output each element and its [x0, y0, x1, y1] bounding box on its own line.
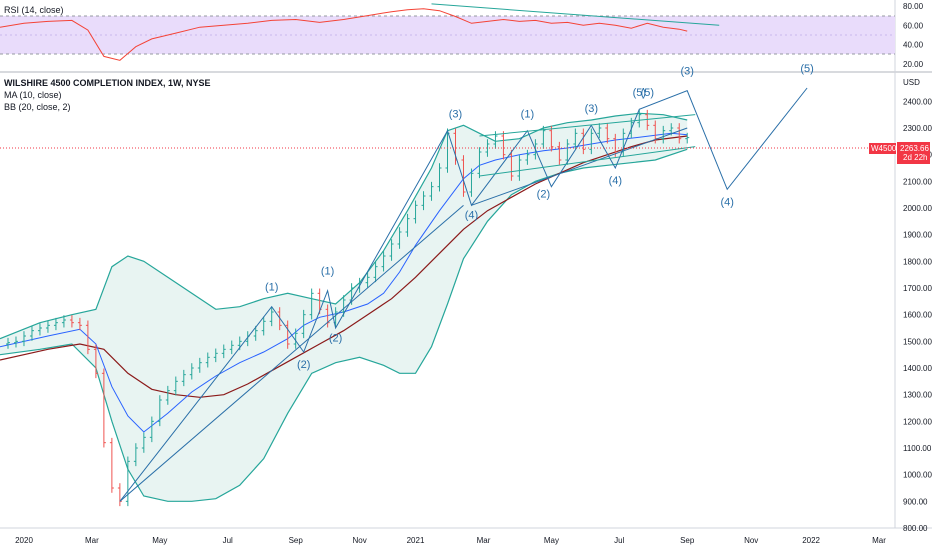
time-tick-label: Nov: [744, 536, 758, 545]
bar-countdown: 2d 22h: [903, 153, 927, 162]
price-tick-label: 1500.00: [903, 337, 932, 346]
price-tick-label: 800.00: [903, 524, 928, 533]
wave-label: (3): [449, 108, 462, 120]
rsi-line: [0, 8, 688, 61]
wave-label: (5): [633, 87, 646, 99]
rsi-tick-label: 40.00: [903, 41, 924, 50]
time-tick-label: May: [544, 536, 559, 545]
time-tick-label: 2022: [802, 536, 820, 545]
rsi-tick-label: 20.00: [903, 60, 924, 69]
price-tick-label: 1400.00: [903, 364, 932, 373]
wave-label: (5): [641, 87, 654, 99]
rsi-legend: RSI (14, close): [4, 5, 64, 15]
wave-label: (2): [537, 188, 550, 200]
symbol-tag-text: W4500: [871, 144, 897, 153]
bb-legend: BB (20, close, 2): [4, 102, 71, 112]
ma-slow-line: [0, 135, 688, 398]
triangle-lower: [479, 146, 696, 177]
price-tick-label: 1100.00: [903, 444, 932, 453]
price-tick-label: 900.00: [903, 497, 928, 506]
chart-title: WILSHIRE 4500 COMPLETION INDEX, 1W, NYSE: [4, 78, 211, 88]
wave-label: (4): [465, 210, 478, 222]
rsi-tick-label: 60.00: [903, 21, 924, 30]
wave-channel: [119, 204, 464, 502]
wave-label: (4): [609, 175, 622, 187]
price-tick-label: 1700.00: [903, 284, 932, 293]
price-tick-label: 1200.00: [903, 417, 932, 426]
time-tick-label: Nov: [352, 536, 366, 545]
time-tick-label: Mar: [872, 536, 886, 545]
symbol-tag: [869, 143, 896, 154]
time-tick-label: Jul: [614, 536, 624, 545]
price-tick-label: 2400.00: [903, 97, 932, 106]
wave-path: [119, 87, 808, 502]
wave-label: (3): [585, 103, 598, 115]
time-tick-label: Sep: [289, 536, 304, 545]
rsi-tick-label: 80.00: [903, 2, 924, 11]
price-tick-label: 1900.00: [903, 231, 932, 240]
time-tick-label: May: [152, 536, 167, 545]
time-tick-label: Sep: [680, 536, 695, 545]
wave-label: (3): [680, 66, 693, 78]
price-tick-label: 1600.00: [903, 311, 932, 320]
time-tick-label: Mar: [477, 536, 491, 545]
time-tick-label: 2020: [15, 536, 33, 545]
wave-label: (1): [321, 266, 334, 278]
wave-label: (1): [265, 282, 278, 294]
wave-label: (1): [521, 108, 534, 120]
price-tick-label: 1000.00: [903, 471, 932, 480]
triangle-upper: [479, 114, 696, 137]
time-tick-label: 2021: [407, 536, 425, 545]
wave-label: (5): [800, 63, 813, 75]
currency-label: USD: [903, 78, 920, 87]
time-tick-label: Mar: [85, 536, 99, 545]
last-price-value: 2263.66: [900, 144, 929, 153]
price-tick-label: 2100.00: [903, 177, 932, 186]
price-tick-label: 1300.00: [903, 391, 932, 400]
price-tick-label: 2000.00: [903, 204, 932, 213]
last-price-tag: [897, 142, 930, 164]
ma-line: [0, 132, 688, 433]
wave-channel: [471, 127, 688, 206]
time-tick-label: Jul: [223, 536, 233, 545]
wave-label: (2): [329, 332, 342, 344]
price-tick-label: 2300.00: [903, 124, 932, 133]
rsi-trendline: [431, 3, 720, 26]
price-tick-label: 1800.00: [903, 257, 932, 266]
wave-label: (4): [720, 196, 733, 208]
ma-legend: MA (10, close): [4, 90, 62, 100]
wave-label: (2): [297, 359, 310, 371]
